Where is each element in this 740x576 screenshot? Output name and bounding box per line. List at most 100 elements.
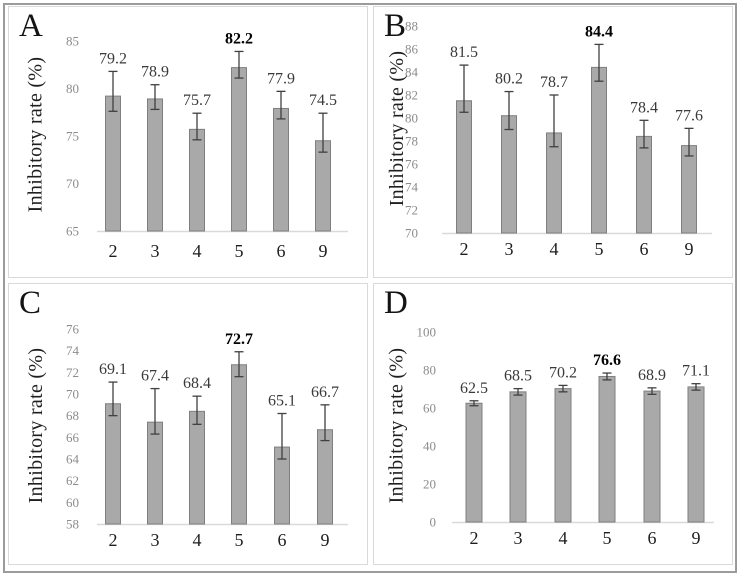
error-bar-C-9 [320, 404, 330, 442]
error-bar-C-3 [150, 387, 160, 435]
y-tick-label-C-74: 74 [66, 343, 80, 358]
bar-D-9 [687, 386, 705, 523]
bar-C-4 [189, 410, 205, 525]
panel-d-letter: D [384, 285, 408, 321]
y-tick-label-C-68: 68 [66, 408, 79, 423]
y-tick-label-B-80: 80 [405, 111, 418, 126]
panel-a-y-axis-title: Inhibitory rate (%) [24, 56, 47, 213]
y-tick-label-B-82: 82 [405, 88, 418, 103]
x-tick-label-B-5: 5 [595, 239, 604, 259]
bar-B-5 [591, 66, 607, 234]
value-label-A-5: 82.2 [225, 30, 253, 47]
y-tick-label-D-60: 60 [423, 401, 436, 416]
x-tick-label-C-6: 6 [278, 530, 287, 550]
y-tick-label-C-64: 64 [66, 452, 80, 467]
y-tick-label-B-74: 74 [405, 180, 419, 195]
error-bar-B-9 [684, 127, 694, 157]
error-bar-A-6 [276, 90, 286, 120]
value-label-B-3: 80.2 [495, 71, 523, 88]
y-tick-label-D-40: 40 [423, 439, 436, 454]
y-tick-label-B-86: 86 [405, 42, 419, 57]
panel-b-letter: B [384, 8, 407, 44]
x-tick-label-B-4: 4 [550, 239, 559, 259]
bar-D-5 [598, 375, 616, 523]
x-tick-label-A-2: 2 [109, 241, 118, 261]
error-bar-B-5 [594, 43, 604, 82]
error-bar-A-3 [150, 84, 160, 111]
value-label-C-3: 67.4 [141, 368, 169, 385]
bar-A-9 [315, 140, 331, 232]
bar-B-2 [456, 100, 472, 234]
bar-A-6 [273, 107, 289, 232]
x-tick-label-D-9: 9 [692, 528, 701, 548]
bar-D-3 [509, 391, 527, 523]
x-tick-label-A-6: 6 [277, 241, 286, 261]
error-bar-B-3 [504, 90, 514, 131]
y-tick-label-A-80: 80 [66, 81, 79, 96]
bar-B-9 [681, 145, 697, 234]
panel-b: 70 72 74 76 78 80 82 84 86 88 81.5 2 80.2 3 78.7 4 84.4 5… [373, 6, 733, 278]
value-label-B-5: 84.4 [585, 23, 613, 40]
value-label-C-9: 66.7 [311, 384, 339, 401]
x-tick-label-C-9: 9 [321, 530, 330, 550]
error-bar-D-2 [469, 400, 479, 407]
panel-d: 0 20 40 60 80 100 62.5 2 68.5 3 70.2 4 76.6 5 68.9 6 71.… [373, 283, 733, 565]
error-bar-A-5 [234, 50, 244, 79]
panel-a: 65 70 75 80 85 79.2 2 78.9 3 75.7 4 82.2 5 77.9 6 74.5 9… [8, 6, 368, 278]
y-tick-label-A-65: 65 [66, 224, 79, 239]
value-label-B-4: 78.7 [540, 74, 568, 91]
error-bar-B-4 [549, 94, 559, 148]
y-tick-label-C-76: 76 [66, 322, 80, 337]
x-tick-label-A-9: 9 [319, 241, 328, 261]
bar-C-2 [105, 403, 121, 525]
y-tick-label-A-70: 70 [66, 176, 79, 191]
bar-A-2 [105, 95, 121, 232]
y-tick-label-C-60: 60 [66, 495, 79, 510]
x-tick-label-C-2: 2 [109, 530, 118, 550]
x-tick-label-D-5: 5 [603, 528, 612, 548]
x-tick-label-A-3: 3 [151, 241, 160, 261]
panel-c-y-axis-title: Inhibitory rate (%) [24, 347, 47, 503]
value-label-C-4: 68.4 [183, 375, 211, 392]
panel-c-letter: C [19, 285, 42, 321]
y-tick-label-A-75: 75 [66, 129, 79, 144]
error-bar-D-6 [647, 387, 657, 395]
error-bar-C-6 [277, 412, 287, 460]
y-tick-label-C-58: 58 [66, 517, 79, 532]
value-label-D-9: 71.1 [682, 363, 710, 380]
y-tick-label-B-70: 70 [405, 226, 418, 241]
x-tick-label-A-4: 4 [193, 241, 202, 261]
x-tick-label-C-3: 3 [151, 530, 160, 550]
x-tick-label-B-9: 9 [685, 239, 694, 259]
x-tick-label-A-5: 5 [235, 241, 244, 261]
value-label-A-3: 78.9 [141, 64, 169, 81]
error-bar-A-2 [108, 70, 118, 112]
x-tick-label-D-6: 6 [648, 528, 657, 548]
value-label-A-2: 79.2 [99, 50, 127, 67]
error-bar-C-5 [234, 351, 244, 378]
panel-b-chart: 70 72 74 76 78 80 82 84 86 88 81.5 2 80.2 3 78.7 4 84.4 5… [405, 19, 712, 259]
y-tick-label-C-70: 70 [66, 387, 79, 402]
panel-b-y-axis-title: Inhibitory rate (%) [385, 50, 408, 206]
bar-B-6 [636, 135, 652, 234]
bar-B-3 [501, 115, 517, 234]
bar-A-5 [231, 67, 247, 232]
panel-d-chart: 0 20 40 60 80 100 62.5 2 68.5 3 70.2 4 76.6 5 68.9 6 71.… [417, 325, 714, 548]
value-label-B-9: 77.6 [675, 107, 703, 124]
y-tick-label-C-72: 72 [66, 365, 79, 380]
bar-A-3 [147, 98, 163, 232]
panel-c-chart: 58 60 62 64 66 68 70 72 74 76 69.1 2 67.4 3 68.4 4 72.7 5… [66, 322, 348, 550]
value-label-A-4: 75.7 [183, 92, 211, 109]
error-bar-B-2 [459, 64, 469, 113]
panel-a-chart: 65 70 75 80 85 79.2 2 78.9 3 75.7 4 82.2 5 77.9 6 74.5 9 [66, 30, 348, 261]
x-tick-label-B-6: 6 [640, 239, 649, 259]
x-tick-label-C-4: 4 [193, 530, 202, 550]
x-tick-label-D-4: 4 [559, 528, 568, 548]
y-tick-label-D-20: 20 [423, 477, 436, 492]
x-tick-label-D-3: 3 [514, 528, 523, 548]
bar-C-5 [231, 364, 247, 525]
y-tick-label-B-88: 88 [405, 19, 418, 34]
y-tick-label-B-72: 72 [405, 203, 418, 218]
value-label-D-3: 68.5 [504, 368, 532, 385]
